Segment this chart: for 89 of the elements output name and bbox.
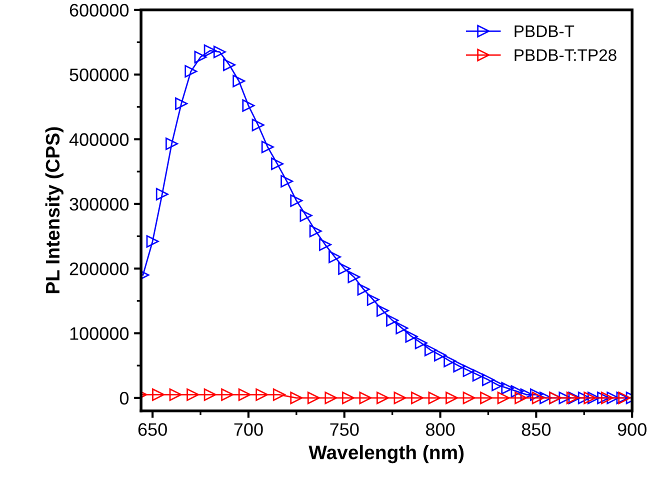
point [213, 46, 226, 58]
point [146, 235, 159, 248]
y-tick-label: 300000 [70, 198, 129, 211]
point [175, 97, 188, 110]
point [256, 388, 268, 401]
point [290, 392, 303, 404]
point [366, 293, 380, 306]
point [300, 209, 312, 222]
point [514, 392, 528, 404]
point [394, 392, 406, 404]
x-tick-label: 750 [330, 423, 359, 436]
point [242, 99, 255, 112]
point [587, 392, 600, 404]
point [359, 392, 372, 404]
point [530, 388, 542, 401]
point [520, 388, 533, 401]
point [152, 388, 165, 401]
point [453, 360, 466, 372]
point [376, 392, 389, 404]
point [446, 392, 458, 404]
point [428, 392, 441, 404]
point [480, 392, 493, 404]
point [578, 392, 590, 404]
y-tick-label: 400000 [69, 133, 129, 146]
point [324, 392, 338, 404]
x-tick-label: 650 [138, 423, 167, 436]
point [501, 382, 514, 394]
point [290, 194, 303, 207]
y-tick-label: 100000 [70, 327, 129, 340]
point [600, 392, 614, 404]
point [221, 388, 234, 401]
point [424, 344, 437, 356]
point [357, 283, 370, 296]
point [348, 270, 360, 284]
y-axis-title: PL Intensity (CPS) [45, 127, 64, 294]
y-tick-label: 200000 [70, 262, 129, 276]
point [204, 388, 216, 401]
point [204, 44, 216, 57]
point [232, 74, 246, 88]
point [434, 348, 447, 362]
point [156, 188, 168, 200]
point [342, 392, 354, 404]
point [492, 378, 504, 392]
x-tick-label: 850 [522, 423, 551, 436]
point [165, 138, 178, 150]
point [606, 392, 620, 404]
point [584, 392, 596, 404]
point [223, 58, 236, 72]
point [386, 314, 399, 327]
point [169, 388, 182, 401]
point [186, 388, 200, 401]
point [472, 369, 485, 382]
point [309, 224, 322, 238]
point [280, 175, 294, 188]
point [411, 392, 424, 404]
point [540, 392, 552, 404]
x-tick-label: 800 [426, 423, 455, 436]
x-tick-label: 700 [234, 423, 263, 436]
point [497, 392, 510, 404]
point [238, 388, 251, 401]
point [482, 374, 494, 386]
legend-label: PBDB-T:TP28 [514, 49, 616, 62]
point [510, 385, 524, 398]
x-axis-title: Wavelength (nm) [308, 445, 464, 464]
point [338, 262, 351, 275]
point [597, 392, 610, 404]
point [558, 392, 572, 404]
point [414, 336, 428, 350]
point [272, 388, 286, 401]
point [444, 354, 456, 368]
point [405, 330, 418, 343]
point [462, 392, 476, 404]
legend-label: PBDB-T [514, 26, 574, 37]
y-tick-label: 500000 [70, 68, 129, 82]
point [328, 250, 342, 264]
point [194, 50, 207, 64]
point [252, 118, 264, 132]
point [261, 140, 274, 154]
x-tick-label: 900 [618, 423, 646, 436]
point [396, 322, 408, 334]
point [270, 158, 284, 170]
y-tick-label: 600000 [70, 4, 129, 17]
point [462, 364, 476, 378]
y-tick-label: 0 [120, 392, 129, 405]
point [184, 65, 198, 78]
point [307, 392, 320, 404]
point [376, 304, 389, 317]
point [318, 238, 332, 251]
point [532, 392, 544, 404]
